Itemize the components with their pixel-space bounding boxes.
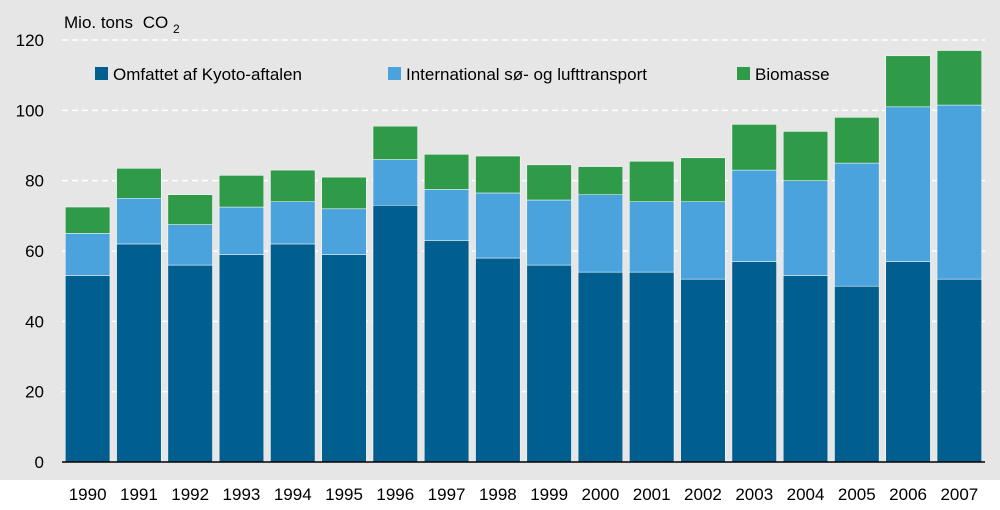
legend-swatch	[737, 67, 750, 80]
bar-segment	[731, 169, 777, 262]
legend-label: International sø- og lufttransport	[406, 65, 647, 84]
bar-segment	[475, 257, 521, 463]
x-tick-label: 2007	[940, 485, 978, 504]
y-tick-label: 0	[35, 453, 44, 472]
bar-segment	[372, 205, 418, 463]
bar-segment	[167, 264, 213, 463]
bar-segment	[526, 199, 572, 266]
bar-segment	[731, 124, 777, 171]
bar-segment	[321, 208, 367, 255]
bar-segment	[475, 192, 521, 259]
y-tick-label: 40	[25, 312, 44, 331]
x-tick-label: 2003	[735, 485, 773, 504]
bar-segment	[65, 233, 111, 276]
x-tick-label: 1995	[325, 485, 363, 504]
bar-segment	[424, 189, 470, 241]
bar-segment	[65, 275, 111, 463]
legend-label: Biomasse	[755, 65, 830, 84]
bar-segment	[680, 157, 726, 203]
y-tick-label: 60	[25, 242, 44, 261]
bar-segment	[372, 125, 418, 160]
bar-segment	[270, 243, 316, 463]
bar-segment	[782, 131, 829, 181]
x-tick-label: 1998	[479, 485, 517, 504]
bar-segment	[577, 166, 623, 195]
bar-segment	[218, 206, 265, 255]
x-tick-label: 2001	[633, 485, 671, 504]
x-tick-label: 1999	[530, 485, 568, 504]
y-tick-label: 100	[16, 101, 44, 120]
bar-segment	[629, 271, 675, 463]
bar-segment	[936, 278, 982, 463]
bar-segment	[321, 176, 367, 210]
y-axis-unit-label: Mio. tons CO 2	[64, 13, 180, 36]
bar-segment	[834, 117, 880, 164]
bar-segment	[731, 261, 777, 463]
bar-segment	[526, 164, 572, 201]
x-tick-label: 1996	[376, 485, 414, 504]
bar-segment	[424, 240, 470, 463]
bar-segment	[577, 194, 623, 273]
bar-segment	[577, 271, 623, 463]
x-tick-label: 1997	[428, 485, 466, 504]
y-tick-label: 20	[25, 383, 44, 402]
bar-segment	[167, 194, 213, 225]
bar-segment	[116, 168, 162, 199]
bar-segment	[116, 243, 162, 463]
bar-segment	[834, 285, 880, 463]
bar-segment	[936, 104, 982, 280]
x-tick-label: 1993	[223, 485, 261, 504]
bar-segment	[885, 55, 931, 108]
bar-segment	[629, 161, 675, 203]
bar-segment	[782, 180, 829, 276]
bar-segment	[936, 50, 982, 106]
y-tick-label: 120	[16, 31, 44, 50]
x-tick-label: 2006	[889, 485, 927, 504]
x-tick-label: 2005	[838, 485, 876, 504]
bar-segment	[834, 162, 880, 287]
x-tick-label: 2002	[684, 485, 722, 504]
y-axis-unit-subscript: 2	[173, 22, 180, 36]
legend-swatch	[95, 67, 108, 80]
y-tick-label: 80	[25, 172, 44, 191]
bar-segment	[270, 169, 316, 203]
x-tick-label: 2004	[787, 485, 825, 504]
bar-segment	[218, 254, 265, 463]
bar-segment	[885, 261, 931, 463]
bar-segment	[424, 154, 470, 190]
legend-swatch	[388, 67, 401, 80]
legend-label: Omfattet af Kyoto-aftalen	[113, 65, 302, 84]
bar-segment	[526, 264, 572, 463]
axes: 0 20 40 60 80 100 120 1990 1991 1992 1993 1994 1995 1…	[16, 31, 985, 504]
bar-segment	[475, 155, 521, 194]
y-axis-unit-formula: CO	[143, 13, 169, 32]
grid-lines	[62, 39, 985, 393]
bar-segment	[680, 278, 726, 463]
bar-segment	[372, 159, 418, 206]
x-tick-label: 1991	[120, 485, 158, 504]
bar-segment	[116, 198, 162, 245]
bars	[65, 50, 982, 463]
bar-segment	[218, 175, 265, 208]
bar-segment	[65, 206, 111, 234]
x-tick-label: 1990	[69, 485, 107, 504]
bar-segment	[629, 201, 675, 273]
legend: Omfattet af Kyoto-aftalen International s…	[95, 65, 830, 84]
x-tick-label: 1992	[171, 485, 209, 504]
bar-segment	[270, 201, 316, 245]
x-tick-label: 2000	[582, 485, 620, 504]
y-axis-unit-text: Mio. tons	[64, 13, 133, 32]
bar-segment	[680, 201, 726, 280]
x-tick-label: 1994	[274, 485, 312, 504]
bar-segment	[321, 254, 367, 463]
bar-segment	[782, 275, 829, 463]
bar-segment	[167, 224, 213, 266]
bar-segment	[885, 106, 931, 262]
